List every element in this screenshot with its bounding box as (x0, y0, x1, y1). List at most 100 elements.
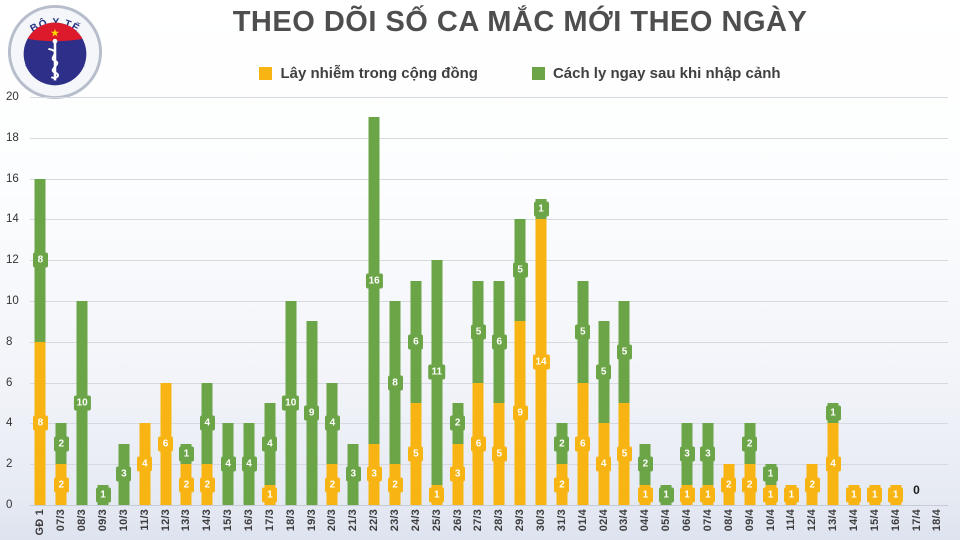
x-tick-cell: 08/3 (72, 509, 93, 540)
x-tick-label-04-4: 04/4 (639, 509, 652, 532)
community-segment-20-3: 2 (324, 464, 340, 505)
gridline-12 (30, 260, 948, 262)
value-badge: 1 (533, 201, 549, 217)
gridline-16 (30, 178, 948, 180)
plot-area: 8 8 2 2 10 1 3 4 6 2 1 2 4 4 4 1 4 10 9 2 4 3 3 16 2 8 5 6 1 11 3 2 6 5 5 6… (30, 97, 948, 506)
value-badge: 4 (262, 436, 278, 452)
bar-column-09-3: 1 (93, 97, 114, 505)
legend-swatch-green (531, 66, 545, 80)
quarantine-segment-05-4: 1 (658, 484, 674, 505)
quarantine-segment-04-4: 2 (637, 443, 653, 485)
value-badge: 1 (679, 487, 695, 503)
value-badge: 10 (73, 395, 91, 411)
value-badge: 6 (575, 436, 591, 452)
value-badge: 3 (345, 466, 361, 482)
community-segment-06-4: 1 (679, 484, 695, 505)
community-segment-04-4: 1 (637, 484, 653, 505)
x-tick-label-29-3: 29/3 (514, 509, 527, 532)
x-tick-label-13-3: 13/3 (180, 509, 193, 532)
staff-of-asclepius-icon (48, 38, 59, 81)
value-badge: 2 (53, 436, 69, 452)
x-tick-label-08-3: 08/3 (76, 509, 89, 532)
x-tick-cell: 15/3 (218, 509, 239, 540)
value-badge: 1 (178, 446, 194, 462)
bar-column-15-3: 4 (218, 97, 239, 505)
y-tick-14: 14 (6, 213, 19, 226)
x-tick-cell: 11/3 (134, 509, 155, 540)
value-badge: 4 (596, 456, 612, 472)
y-tick-2: 2 (6, 458, 13, 471)
quarantine-segment-30-3: 1 (533, 199, 549, 220)
value-badge: 5 (616, 344, 632, 360)
x-tick-cell: 18/4 (927, 509, 948, 540)
x-tick-cell: 27/3 (468, 509, 489, 540)
x-tick-label-01-4: 01/4 (576, 509, 589, 532)
x-tick-cell: 25/3 (426, 509, 447, 540)
value-badge: 11 (428, 364, 446, 380)
quarantine-segment-15-3: 4 (220, 423, 236, 505)
chart-title: THEO DÕI SỐ CA MẮC MỚI THEO NGÀY (232, 6, 808, 38)
y-tick-8: 8 (6, 335, 13, 348)
x-tick-cell: 13/3 (176, 509, 197, 540)
quarantine-segment-24-3: 6 (408, 280, 424, 403)
bar-column-18-4 (927, 97, 948, 505)
x-tick-cell: 30/3 (531, 509, 552, 540)
gridline-18 (30, 137, 948, 139)
value-badge: 1 (429, 487, 445, 503)
gridline-2 (30, 464, 948, 466)
quarantine-segment-16-3: 4 (241, 423, 257, 505)
value-badge: 6 (408, 334, 424, 350)
value-badge: 5 (596, 364, 612, 380)
x-tick-label-27-3: 27/3 (472, 509, 485, 532)
x-tick-label-08-4: 08/4 (722, 509, 735, 532)
value-badge: 6 (470, 436, 486, 452)
value-badge: 3 (116, 466, 132, 482)
value-badge: 1 (846, 487, 862, 503)
zero-cases-annotation: 0 (913, 483, 920, 497)
value-badge: 3 (450, 466, 466, 482)
x-tick-label-22-3: 22/3 (368, 509, 381, 532)
legend-item-quarantine: Cách ly ngay sau khi nhập cảnh (531, 65, 781, 82)
y-tick-18: 18 (6, 131, 19, 144)
x-tick-cell: 13/4 (823, 509, 844, 540)
x-tick-label-12-3: 12/3 (159, 509, 172, 532)
x-tick-cell: 26/3 (447, 509, 468, 540)
value-badge: 9 (304, 405, 320, 421)
x-tick-label-03-4: 03/4 (618, 509, 631, 532)
value-badge: 1 (763, 466, 778, 482)
x-tick-label-10-3: 10/3 (117, 509, 130, 532)
community-segment-12-3: 6 (158, 382, 174, 505)
bar-column-19-3: 9 (301, 97, 322, 505)
community-segment-30-3: 14 (532, 219, 550, 505)
value-badge: 16 (365, 273, 383, 289)
quarantine-segment-29-3: 5 (512, 219, 528, 322)
community-segment-15-4: 1 (867, 484, 883, 505)
quarantine-segment-26-3: 2 (450, 403, 466, 444)
bar-column-12-3: 6 (155, 97, 176, 505)
x-tick-cell: 04/4 (635, 509, 656, 540)
x-tick-cell: 19/3 (301, 509, 322, 540)
x-tick-label-11-3: 11/3 (138, 509, 151, 531)
x-tick-label-05-4: 05/4 (660, 509, 673, 532)
bar-column-10-3: 3 (113, 97, 134, 505)
chart-legend: Lây nhiễm trong cộng đồng Cách ly ngay s… (110, 60, 930, 86)
community-segment-03-4: 5 (616, 403, 632, 505)
community-segment-GĐ-1: 8 (32, 341, 48, 505)
bar-column-11-3: 4 (134, 97, 155, 505)
community-segment-28-3: 5 (491, 403, 507, 505)
moh-logo-graphic: BỘ Y TẾ MINISTRY OF HEALTH ★ (7, 4, 103, 100)
bar-column-11-4: 1 (781, 97, 802, 505)
value-badge: 2 (804, 477, 820, 493)
quarantine-segment-25-3: 11 (428, 260, 446, 485)
value-badge: 6 (491, 334, 507, 350)
bar-column-25-3: 1 11 (426, 97, 447, 505)
